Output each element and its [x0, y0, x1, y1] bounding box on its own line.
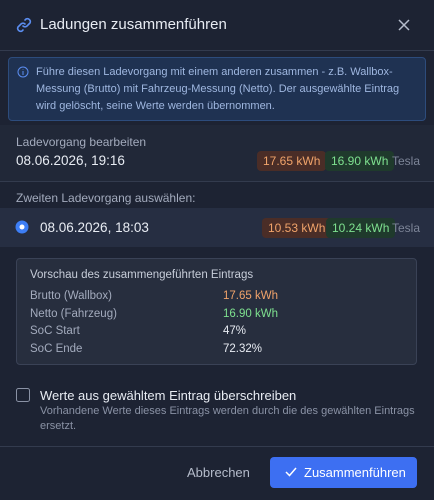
- preview-title: Vorschau des zusammengeführten Eintrags: [30, 269, 254, 281]
- checkbox-hint: Vorhandene Werte dieses Eintrags werden …: [40, 405, 415, 432]
- brutto-badge: 10.53 kWh: [262, 218, 332, 238]
- brutto-badge: 17.65 kWh: [257, 151, 327, 171]
- close-button[interactable]: [398, 19, 410, 31]
- current-date: 08.06.2026, 19:16: [16, 153, 125, 168]
- radio[interactable]: [15, 220, 29, 234]
- cancel-button[interactable]: Abbrechen: [187, 465, 250, 480]
- preview-value: 47%: [223, 325, 247, 337]
- divider: [0, 181, 434, 182]
- preview-value: 17.65 kWh: [223, 290, 278, 302]
- title: Ladungen zusammenführen: [40, 16, 227, 33]
- info-box: Führe diesen Ladevorgang mit einem ander…: [8, 57, 426, 121]
- vehicle: Tesla: [392, 154, 421, 168]
- netto-badge: 10.24 kWh: [326, 218, 396, 238]
- preview-value: 16.90 kWh: [223, 307, 278, 320]
- vehicle: Tesla: [392, 221, 421, 235]
- confirm-button[interactable]: Zusammenführen: [270, 457, 417, 488]
- preview-value: 72.32%: [223, 342, 263, 355]
- info-text: Führe diesen Ladevorgang mit einem ander…: [36, 66, 400, 112]
- preview-label: Brutto (Wallbox): [30, 290, 113, 302]
- preview-box: [16, 258, 417, 365]
- section-label: Zweiten Ladevorgang auswählen:: [16, 191, 196, 205]
- check-icon: [285, 467, 297, 477]
- checkbox-label: Werte aus gewähltem Eintrag überschreibe…: [40, 388, 297, 403]
- section-label: Ladevorgang bearbeiten: [16, 135, 147, 149]
- preview-label: SoC Start: [30, 325, 80, 337]
- divider: [0, 446, 434, 447]
- confirm-label: Zusammenführen: [304, 465, 406, 480]
- divider: [0, 50, 434, 51]
- preview-label: SoC Ende: [30, 342, 83, 355]
- netto-badge: 16.90 kWh: [325, 151, 395, 171]
- info-icon: [17, 66, 29, 78]
- checkbox[interactable]: [16, 388, 30, 402]
- second-date: 08.06.2026, 18:03: [40, 220, 149, 235]
- preview-label: Netto (Fahrzeug): [30, 307, 117, 320]
- link-icon: [16, 17, 32, 33]
